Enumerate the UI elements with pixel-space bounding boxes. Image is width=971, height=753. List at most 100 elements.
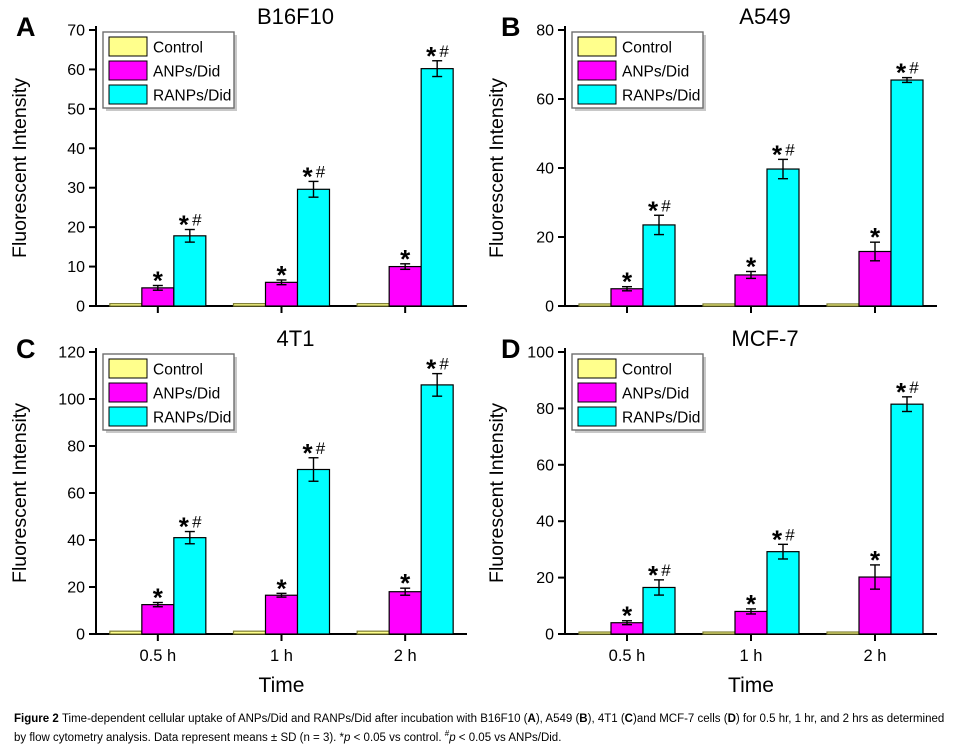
y-tick-label: 80 (67, 439, 85, 456)
legend-swatch (577, 406, 617, 427)
caption-segment: p (344, 732, 351, 745)
significance-star: * (302, 438, 313, 468)
significance-star: * (896, 377, 907, 407)
x-tick-label: 2 h (864, 647, 887, 665)
x-axis-title: Time (728, 674, 774, 697)
significance-hash: # (909, 378, 919, 397)
bar-control-1h (702, 303, 736, 307)
y-tick-label: 60 (67, 486, 85, 503)
legend-swatch (108, 382, 148, 403)
y-tick-label: 60 (536, 457, 554, 474)
panel-letter-a: A (16, 12, 36, 42)
legend-label: RANPs/Did (622, 88, 700, 105)
x-axis-title: Time (259, 674, 305, 697)
chart-title: B16F10 (257, 4, 334, 29)
bar-anps-did-1h (264, 594, 299, 635)
significance-star: * (746, 589, 757, 619)
legend-swatch (108, 60, 148, 81)
significance-hash: # (661, 561, 671, 580)
bar-ranps-did-0.5h (173, 235, 207, 307)
legend-swatch (577, 382, 617, 403)
significance-star: * (400, 244, 411, 274)
caption-segment: ) for 0.5 hr, 1 hr, and 2 hrs as determi… (14, 713, 945, 745)
significance-star: * (179, 512, 190, 542)
y-axis-title: Fluorescent Intensity (486, 78, 508, 258)
significance-hash: # (439, 355, 449, 374)
legend-label: Control (622, 362, 672, 379)
legend-swatch (108, 84, 148, 105)
significance-star: * (772, 139, 783, 169)
legend-swatch (108, 406, 148, 427)
figure-row-top: A B16F10 Fluorescent Intensity 0 10 20 30 40 50 6… (0, 0, 971, 322)
caption-segment: p (449, 732, 456, 745)
y-axis-title: Fluorescent Intensity (486, 403, 508, 583)
legend-label: RANPs/Did (153, 410, 231, 427)
y-tick-label: 100 (527, 345, 554, 362)
legend-label: Control (153, 40, 203, 57)
bar-ranps-did-2h (420, 68, 454, 307)
x-tick-label: 0.5 h (139, 647, 176, 665)
caption-segment: Time-dependent cellular uptake of ANPs/D… (61, 713, 528, 725)
chart-title: MCF-7 (731, 326, 798, 351)
significance-hash: # (439, 42, 449, 61)
caption-segment: ), A549 ( (535, 713, 580, 725)
bar-ranps-did-2h (420, 384, 454, 635)
caption-segment: A (527, 713, 536, 725)
y-tick-label: 20 (536, 570, 554, 587)
significance-star: * (153, 265, 164, 295)
bar-ranps-did-0.5h (173, 537, 207, 635)
y-tick-label: 50 (67, 101, 85, 118)
caption-segment: )and MCF-7 cells ( (632, 713, 728, 725)
panel-a-chart: A B16F10 Fluorescent Intensity 0 10 20 30 40 50 6… (9, 4, 467, 316)
panel-letter-c: C (16, 334, 36, 364)
significance-star: * (870, 222, 881, 252)
bar-control-0.5h (109, 303, 143, 307)
y-tick-label: 30 (67, 180, 85, 197)
bar-control-1h (232, 630, 267, 635)
y-tick-label: 0 (76, 299, 85, 316)
bar-ranps-did-1h (766, 168, 800, 307)
caption-segment: D (727, 713, 736, 725)
y-tick-label: 20 (67, 580, 85, 597)
y-tick-label: 40 (536, 161, 554, 178)
y-tick-label: 0 (545, 299, 554, 316)
y-axis-title: Fluorescent Intensity (9, 78, 31, 258)
legend-label: RANPs/Did (153, 88, 231, 105)
y-tick-label: 80 (536, 23, 554, 40)
legend-label: ANPs/Did (622, 386, 689, 403)
y-tick-label: 70 (67, 23, 85, 40)
panel-c-chart: C 4T1 Fluorescent Intensity 0 20 40 60 80 100 120… (9, 326, 467, 697)
bar-control-1h (232, 303, 267, 307)
bar-ranps-did-2h (890, 79, 924, 307)
panel-letter-d: D (501, 334, 521, 364)
y-tick-label: 60 (67, 62, 85, 79)
y-tick-label: 40 (536, 514, 554, 531)
significance-star: * (302, 161, 313, 191)
y-tick-label: 0 (76, 627, 85, 644)
significance-star: * (426, 41, 437, 71)
legend-label: Control (622, 40, 672, 57)
x-tick-label: 1 h (270, 647, 293, 665)
significance-star: * (400, 568, 411, 598)
x-tick-label: 2 h (394, 647, 417, 665)
significance-star: * (426, 354, 437, 384)
caption-segment: C (624, 713, 633, 725)
bar-ranps-did-1h (296, 468, 331, 635)
significance-hash: # (909, 59, 919, 78)
legend-swatch (577, 60, 617, 81)
y-tick-label: 20 (536, 230, 554, 247)
bar-control-0.5h (109, 630, 143, 635)
legend-swatch (108, 358, 148, 379)
y-axis-title: Fluorescent Intensity (9, 403, 31, 583)
significance-star: * (276, 260, 287, 290)
chart-title: 4T1 (277, 326, 315, 351)
legend-label: RANPs/Did (622, 410, 700, 427)
y-tick-label: 100 (58, 392, 85, 409)
legend-swatch (577, 358, 617, 379)
significance-star: * (179, 210, 190, 240)
caption-segment: B (579, 713, 588, 725)
legend-label: ANPs/Did (153, 386, 220, 403)
bar-control-1h (702, 631, 736, 635)
significance-star: * (772, 524, 783, 554)
significance-star: * (622, 267, 633, 297)
